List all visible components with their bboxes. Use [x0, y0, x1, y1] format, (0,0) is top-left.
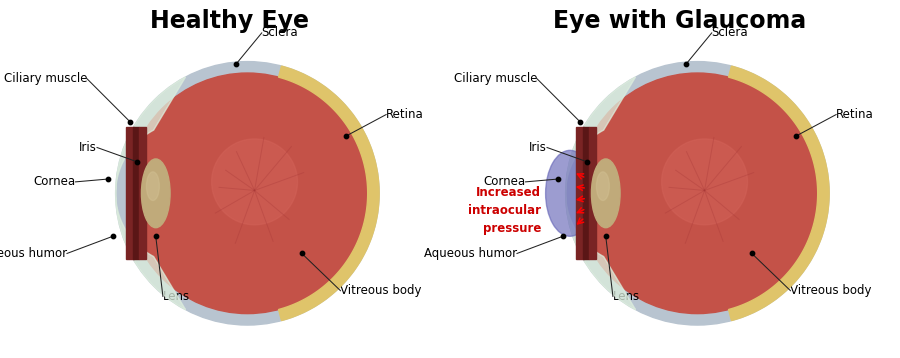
Point: [105, 233, 120, 239]
Text: Retina: Retina: [386, 108, 424, 121]
Text: Cornea: Cornea: [483, 175, 526, 188]
Point: [744, 251, 759, 256]
Polygon shape: [278, 66, 379, 320]
Text: Sclera: Sclera: [262, 26, 298, 39]
Text: Ciliary muscle: Ciliary muscle: [4, 72, 87, 85]
Text: Increased
intraocular
pressure: Increased intraocular pressure: [468, 186, 541, 235]
Text: Lens: Lens: [163, 290, 190, 303]
Polygon shape: [576, 127, 583, 259]
Circle shape: [566, 62, 829, 325]
Point: [148, 233, 163, 239]
Polygon shape: [116, 77, 185, 310]
Point: [788, 133, 803, 139]
Circle shape: [577, 73, 818, 314]
Polygon shape: [133, 127, 139, 259]
Polygon shape: [728, 66, 829, 320]
Text: Aqueous humor: Aqueous humor: [0, 247, 67, 260]
Point: [102, 176, 116, 182]
Point: [555, 233, 570, 239]
Ellipse shape: [545, 150, 594, 236]
Point: [338, 133, 353, 139]
Text: Cornea: Cornea: [33, 175, 76, 188]
Point: [552, 176, 566, 182]
Point: [229, 61, 243, 67]
Point: [679, 61, 693, 67]
Text: Ciliary muscle: Ciliary muscle: [454, 72, 537, 85]
Polygon shape: [140, 127, 146, 259]
Point: [122, 119, 137, 125]
Text: Iris: Iris: [529, 141, 547, 154]
Circle shape: [116, 62, 379, 325]
Point: [130, 159, 144, 165]
Polygon shape: [566, 77, 635, 310]
Text: Vitreous body: Vitreous body: [790, 284, 872, 297]
Text: Healthy Eye: Healthy Eye: [150, 9, 309, 34]
Point: [294, 251, 309, 256]
Polygon shape: [590, 127, 596, 259]
Text: Vitreous body: Vitreous body: [340, 284, 422, 297]
Circle shape: [127, 73, 368, 314]
Ellipse shape: [147, 172, 159, 200]
Polygon shape: [583, 127, 589, 259]
Point: [572, 119, 587, 125]
Ellipse shape: [591, 159, 620, 228]
Circle shape: [212, 139, 298, 225]
Polygon shape: [126, 127, 133, 259]
Text: Eye with Glaucoma: Eye with Glaucoma: [553, 9, 806, 34]
Ellipse shape: [141, 159, 170, 228]
Text: Sclera: Sclera: [712, 26, 748, 39]
Ellipse shape: [597, 172, 609, 200]
Text: Retina: Retina: [836, 108, 874, 121]
Point: [580, 159, 594, 165]
Text: Aqueous humor: Aqueous humor: [424, 247, 517, 260]
Point: [598, 233, 613, 239]
Circle shape: [662, 139, 748, 225]
Text: Lens: Lens: [613, 290, 640, 303]
Text: Iris: Iris: [79, 141, 97, 154]
